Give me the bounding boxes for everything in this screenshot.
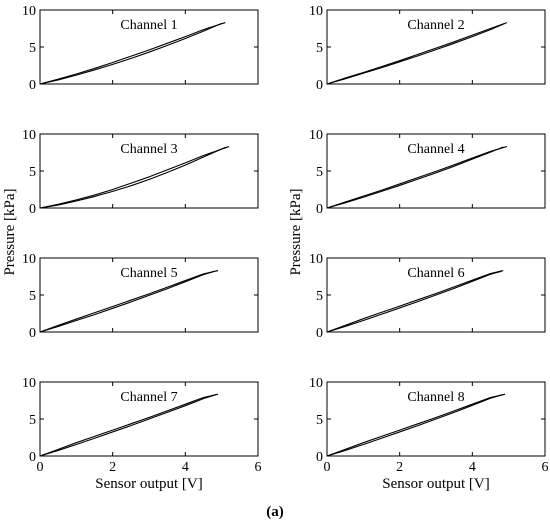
y-tick-label: 10 bbox=[309, 128, 323, 143]
y-tick-label: 10 bbox=[309, 252, 323, 267]
series-line bbox=[326, 146, 508, 209]
y-tick-label: 0 bbox=[29, 450, 36, 465]
series-line bbox=[39, 146, 230, 209]
x-tick-label: 0 bbox=[37, 460, 44, 475]
series-line bbox=[326, 393, 506, 457]
channel-panel: 0 5 10 0 2 4 6 Channel 7 bbox=[22, 376, 262, 475]
channel-panel: 0 5 10 Channel 4 bbox=[309, 128, 546, 217]
series-line bbox=[326, 146, 504, 209]
panel-title: Channel 8 bbox=[407, 390, 464, 405]
y-tick-label: 10 bbox=[309, 376, 323, 391]
channel-panel: 0 5 10 Channel 2 bbox=[309, 4, 546, 93]
panel-title: Channel 4 bbox=[407, 142, 464, 157]
y-tick-label: 10 bbox=[22, 4, 36, 19]
y-tick-label: 0 bbox=[316, 78, 323, 93]
channel-panel: 0 5 10 Channel 1 bbox=[22, 4, 259, 93]
channel-panel: 0 5 10 Channel 5 bbox=[22, 252, 259, 341]
x-tick-label: 6 bbox=[542, 460, 549, 475]
series-line bbox=[39, 394, 217, 457]
figure-caption: (a) bbox=[266, 504, 284, 520]
panel-title: Channel 5 bbox=[120, 266, 177, 281]
y-tick-label: 0 bbox=[29, 326, 36, 341]
channel-panel: 0 5 10 Channel 6 bbox=[309, 252, 546, 341]
channel-panel: 0 5 10 Channel 3 bbox=[22, 128, 259, 217]
y-axis-title-right: Pressure [kPa] bbox=[288, 188, 304, 275]
series-line bbox=[39, 22, 222, 85]
x-tick-label: 4 bbox=[469, 460, 476, 475]
y-tick-label: 5 bbox=[29, 41, 36, 56]
y-tick-label: 5 bbox=[316, 165, 323, 180]
y-tick-label: 10 bbox=[22, 252, 36, 267]
panel-title: Channel 3 bbox=[120, 142, 177, 157]
x-tick-label: 4 bbox=[182, 460, 189, 475]
series-line bbox=[326, 270, 504, 333]
y-tick-label: 10 bbox=[22, 376, 36, 391]
series-line bbox=[326, 22, 506, 85]
y-tick-label: 10 bbox=[22, 128, 36, 143]
x-axis-title-left: Sensor output [V] bbox=[95, 476, 203, 492]
y-tick-label: 5 bbox=[316, 413, 323, 428]
x-tick-label: 6 bbox=[255, 460, 262, 475]
y-tick-label: 5 bbox=[316, 289, 323, 304]
x-tick-label: 2 bbox=[109, 460, 116, 475]
panel-title: Channel 6 bbox=[407, 266, 464, 281]
series-line bbox=[39, 393, 219, 457]
y-tick-label: 0 bbox=[29, 78, 36, 93]
channel-panel: 0 5 10 0 2 4 6 Channel 8 bbox=[309, 376, 549, 475]
y-tick-label: 5 bbox=[29, 165, 36, 180]
series-line bbox=[39, 22, 226, 85]
x-tick-label: 0 bbox=[324, 460, 331, 475]
y-tick-label: 10 bbox=[309, 4, 323, 19]
y-axis-title-left: Pressure [kPa] bbox=[2, 188, 18, 275]
y-tick-label: 5 bbox=[316, 41, 323, 56]
y-tick-label: 0 bbox=[29, 202, 36, 217]
x-axis-title-right: Sensor output [V] bbox=[382, 476, 490, 492]
series-line bbox=[326, 22, 508, 85]
series-line bbox=[39, 146, 226, 209]
panel-title: Channel 1 bbox=[120, 18, 177, 33]
y-tick-label: 0 bbox=[316, 450, 323, 465]
panel-title: Channel 7 bbox=[120, 390, 177, 405]
series-line bbox=[326, 270, 502, 333]
y-tick-label: 5 bbox=[29, 289, 36, 304]
y-tick-label: 5 bbox=[29, 413, 36, 428]
y-tick-label: 0 bbox=[316, 326, 323, 341]
series-line bbox=[326, 394, 504, 457]
series-line bbox=[39, 270, 219, 333]
x-tick-label: 2 bbox=[396, 460, 403, 475]
panel-title: Channel 2 bbox=[407, 18, 464, 33]
y-tick-label: 0 bbox=[316, 202, 323, 217]
series-line bbox=[39, 270, 215, 333]
